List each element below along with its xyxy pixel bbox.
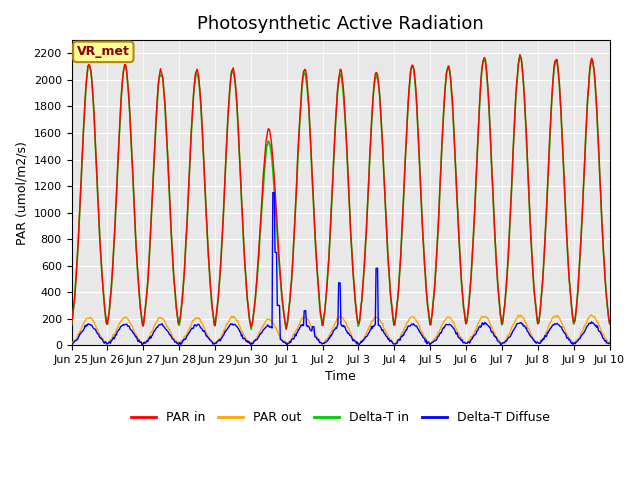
X-axis label: Time: Time xyxy=(325,371,356,384)
Title: Photosynthetic Active Radiation: Photosynthetic Active Radiation xyxy=(197,15,484,33)
Y-axis label: PAR (umol/m2/s): PAR (umol/m2/s) xyxy=(15,141,28,245)
Legend: PAR in, PAR out, Delta-T in, Delta-T Diffuse: PAR in, PAR out, Delta-T in, Delta-T Dif… xyxy=(127,407,555,430)
Text: VR_met: VR_met xyxy=(77,46,130,59)
